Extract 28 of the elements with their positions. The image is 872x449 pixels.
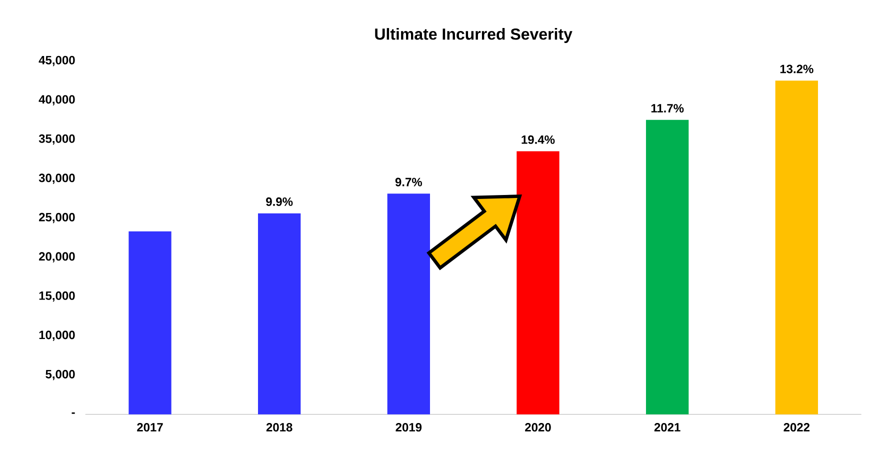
y-tick-label: 30,000: [38, 174, 75, 184]
y-tick-label: 20,000: [39, 252, 75, 262]
bar: [646, 120, 689, 414]
y-tick-label: 35,000: [38, 134, 75, 145]
y-tick-label: 40,000: [38, 95, 75, 106]
annotation: 19.4%: [522, 135, 555, 144]
y-tick-label: 25,000: [39, 212, 75, 224]
x-tick-label: 2020: [525, 423, 551, 432]
annotation: 9.9%: [266, 197, 293, 206]
y-tick-label: 10,000: [39, 330, 75, 341]
bar: [775, 80, 818, 414]
x-tick-label: 2018: [266, 423, 292, 432]
y-tick-label: 5,000: [46, 370, 75, 380]
annotation: 13.2%: [780, 64, 814, 74]
x-tick-label: 2021: [654, 423, 680, 432]
x-tick-label: 2017: [137, 423, 163, 432]
y-tick-label: 15,000: [39, 291, 75, 302]
x-tick-label: 2019: [396, 423, 422, 432]
chart-title: Ultimate Incurred Severity: [375, 28, 572, 43]
bar: [128, 231, 172, 414]
bar: [258, 213, 301, 414]
bar: [387, 194, 430, 414]
bar: [516, 151, 560, 414]
y-tick-label: -: [72, 412, 75, 414]
annotation: 11.7%: [651, 104, 684, 112]
x-tick-label: 2022: [784, 423, 810, 432]
y-tick-label: 45,000: [38, 56, 75, 66]
annotation: 9.7%: [395, 178, 422, 186]
